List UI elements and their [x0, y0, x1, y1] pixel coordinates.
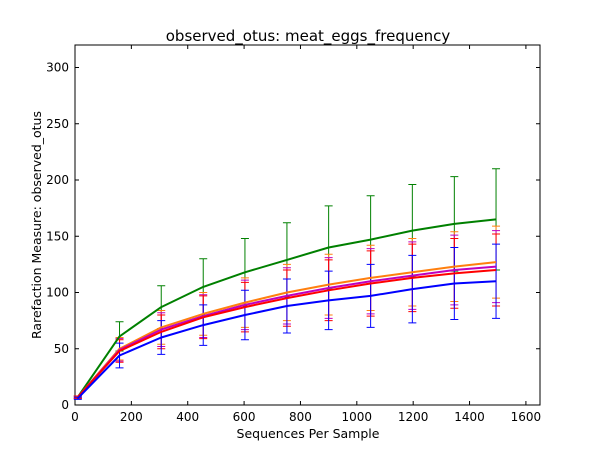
- series-line: [76, 218, 497, 398]
- y-tick-label: 100: [46, 286, 69, 300]
- x-tick-label: 1200: [398, 410, 429, 424]
- x-tick-label: 1000: [342, 410, 373, 424]
- y-tick-label: 200: [46, 173, 69, 187]
- y-tick-label: 50: [54, 342, 69, 356]
- x-tick-label: 200: [120, 410, 143, 424]
- y-tick-label: 300: [46, 61, 69, 75]
- x-tick-label: 1400: [454, 410, 485, 424]
- chart-title: observed_otus: meat_eggs_frequency: [166, 27, 451, 46]
- x-tick-label: 1600: [511, 410, 542, 424]
- y-axis-label: Rarefaction Measure: observed_otus: [29, 111, 44, 339]
- plot-area: 0 200 400 600 800 1000 1200 1400 1600 0 50 100 150 20…: [46, 44, 542, 424]
- x-tick-label: 800: [289, 410, 312, 424]
- x-tick-label: 600: [233, 410, 256, 424]
- series-line: [77, 269, 497, 398]
- y-tick-label: 250: [46, 117, 69, 131]
- x-tick-label: 400: [176, 410, 199, 424]
- series-line: [77, 265, 497, 398]
- series-line: [77, 261, 497, 398]
- plot-frame: [74, 44, 541, 406]
- x-axis-label: Sequences Per Sample: [237, 426, 380, 441]
- series-line: [77, 280, 497, 399]
- y-tick-label: 150: [46, 229, 69, 243]
- x-tick-label: 0: [71, 410, 79, 424]
- y-tick-label: 0: [61, 398, 69, 412]
